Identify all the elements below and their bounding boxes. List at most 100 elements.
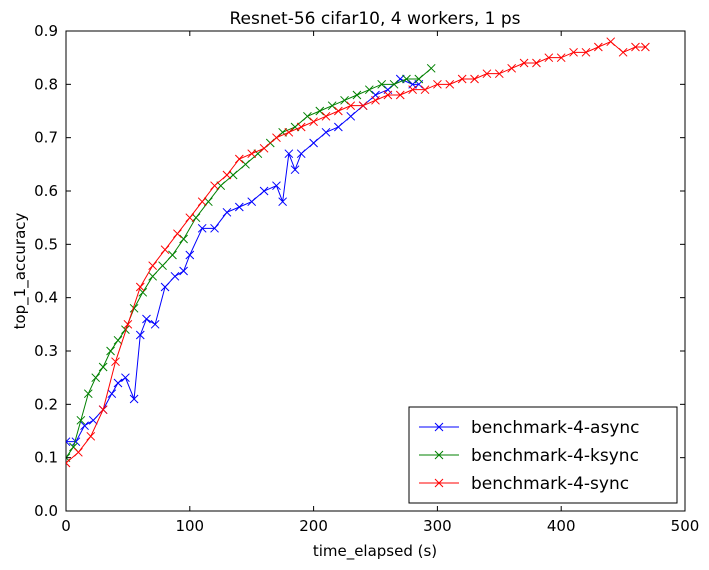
data-point-benchmark-4-sync <box>470 74 479 84</box>
data-point-benchmark-4-sync <box>272 133 281 143</box>
y-tick-label: 0.8 <box>34 75 58 93</box>
data-point-benchmark-4-sync <box>148 261 158 271</box>
y-tick-label: 0.1 <box>34 449 58 467</box>
data-point-benchmark-4-ksync <box>168 250 177 260</box>
data-point-benchmark-4-async <box>129 394 139 404</box>
data-point-benchmark-4-sync <box>482 69 492 79</box>
data-point-benchmark-4-async <box>107 389 117 399</box>
data-point-benchmark-4-async <box>346 111 356 121</box>
data-point-benchmark-4-ksync <box>414 74 424 84</box>
legend-label: benchmark-4-ksync <box>471 446 639 466</box>
series-benchmark-4-sync <box>66 37 650 468</box>
data-point-benchmark-4-sync <box>358 101 368 111</box>
data-point-benchmark-4-sync <box>222 170 232 180</box>
data-point-benchmark-4-async <box>210 223 219 233</box>
data-point-benchmark-4-async <box>197 223 207 233</box>
data-point-benchmark-4-sync <box>135 282 145 292</box>
data-point-benchmark-4-sync <box>111 357 120 367</box>
legend-label: benchmark-4-sync <box>471 474 629 494</box>
data-point-benchmark-4-sync <box>433 79 442 89</box>
legend-marker <box>434 422 444 432</box>
data-point-benchmark-4-ksync <box>340 95 349 105</box>
data-point-benchmark-4-ksync <box>191 213 201 223</box>
data-point-benchmark-4-async <box>80 421 89 431</box>
data-point-benchmark-4-sync <box>98 405 108 415</box>
data-point-benchmark-4-ksync <box>352 90 362 100</box>
y-tick-label: 0.2 <box>34 395 58 413</box>
data-point-benchmark-4-async <box>309 138 318 148</box>
data-point-benchmark-4-sync <box>593 42 603 52</box>
data-point-benchmark-4-sync <box>123 319 133 329</box>
data-point-benchmark-4-ksync <box>402 74 411 84</box>
data-point-benchmark-4-async <box>179 266 188 276</box>
x-axis: 0 100 200 300 400 500 <box>61 31 699 535</box>
data-point-benchmark-4-sync <box>641 42 650 52</box>
data-point-benchmark-4-async <box>296 149 306 159</box>
data-point-benchmark-4-sync <box>569 47 578 57</box>
data-point-benchmark-4-ksync <box>290 122 300 132</box>
chart-title: Resnet-56 cifar10, 4 workers, 1 ps <box>229 9 520 29</box>
data-point-benchmark-4-sync <box>259 143 269 153</box>
data-point-benchmark-4-ksync <box>241 159 250 169</box>
data-point-benchmark-4-sync <box>631 42 640 52</box>
data-point-benchmark-4-sync <box>66 458 71 468</box>
data-point-benchmark-4-sync <box>494 69 504 79</box>
y-tick-label: 0.6 <box>34 182 58 200</box>
data-point-benchmark-4-sync <box>383 90 393 100</box>
data-point-benchmark-4-sync <box>86 431 96 441</box>
data-point-benchmark-4-async <box>185 250 195 260</box>
data-point-benchmark-4-ksync <box>179 234 188 244</box>
x-tick-label: 300 <box>423 517 452 535</box>
data-point-benchmark-4-ksync <box>327 101 337 111</box>
legend-marker <box>434 478 444 488</box>
data-point-benchmark-4-ksync <box>148 271 158 281</box>
data-point-benchmark-4-sync <box>581 47 591 57</box>
data-point-benchmark-4-async <box>170 271 180 281</box>
data-point-benchmark-4-sync <box>160 245 170 255</box>
data-point-benchmark-4-sync <box>556 53 566 63</box>
data-point-benchmark-4-sync <box>420 85 430 95</box>
y-axis: 0.0 0.1 0.2 0.3 0.4 0.5 0.6 0.7 0.8 0.9 <box>34 22 685 520</box>
data-point-benchmark-4-ksync <box>315 106 325 116</box>
data-point-benchmark-4-sync <box>371 95 380 105</box>
data-point-benchmark-4-sync <box>309 117 318 127</box>
data-point-benchmark-4-async <box>278 197 288 207</box>
data-point-benchmark-4-ksync <box>83 389 93 399</box>
data-point-benchmark-4-sync <box>247 149 257 159</box>
data-point-benchmark-4-sync <box>408 85 417 95</box>
data-point-benchmark-4-sync <box>284 127 294 137</box>
legend-marker <box>434 450 444 460</box>
data-point-benchmark-4-sync <box>606 37 616 47</box>
data-point-benchmark-4-sync <box>532 58 541 68</box>
data-point-benchmark-4-ksync <box>303 111 312 121</box>
data-point-benchmark-4-sync <box>185 213 195 223</box>
data-point-benchmark-4-sync <box>457 74 467 84</box>
x-tick-label: 0 <box>61 517 71 535</box>
data-point-benchmark-4-ksync <box>364 85 374 95</box>
x-tick-label: 200 <box>299 517 328 535</box>
data-point-benchmark-4-ksync <box>389 79 399 89</box>
data-point-benchmark-4-sync <box>346 101 356 111</box>
data-point-benchmark-4-ksync <box>158 261 167 271</box>
data-point-benchmark-4-async <box>222 207 232 217</box>
data-point-benchmark-4-ksync <box>121 325 130 335</box>
data-point-benchmark-4-sync <box>519 58 529 68</box>
data-point-benchmark-4-sync <box>74 447 83 457</box>
data-point-benchmark-4-sync <box>210 181 219 191</box>
y-tick-label: 0.4 <box>34 289 58 307</box>
data-point-benchmark-4-sync <box>197 197 207 207</box>
legend: benchmark-4-async benchmark-4-ksync benchm… <box>408 406 678 504</box>
x-tick-label: 400 <box>547 517 576 535</box>
data-point-benchmark-4-ksync <box>228 170 238 180</box>
data-point-benchmark-4-async <box>259 186 269 196</box>
y-tick-label: 0.7 <box>34 129 58 147</box>
legend-item-benchmark-4-sync: benchmark-4-sync <box>419 474 629 494</box>
data-point-benchmark-4-async <box>247 197 257 207</box>
data-point-benchmark-4-ksync <box>106 346 115 356</box>
y-tick-label: 0.0 <box>34 502 58 520</box>
x-tick-label: 500 <box>671 517 700 535</box>
data-point-benchmark-4-async <box>142 314 151 324</box>
data-point-benchmark-4-async <box>113 378 123 388</box>
data-point-benchmark-4-async <box>66 437 71 447</box>
